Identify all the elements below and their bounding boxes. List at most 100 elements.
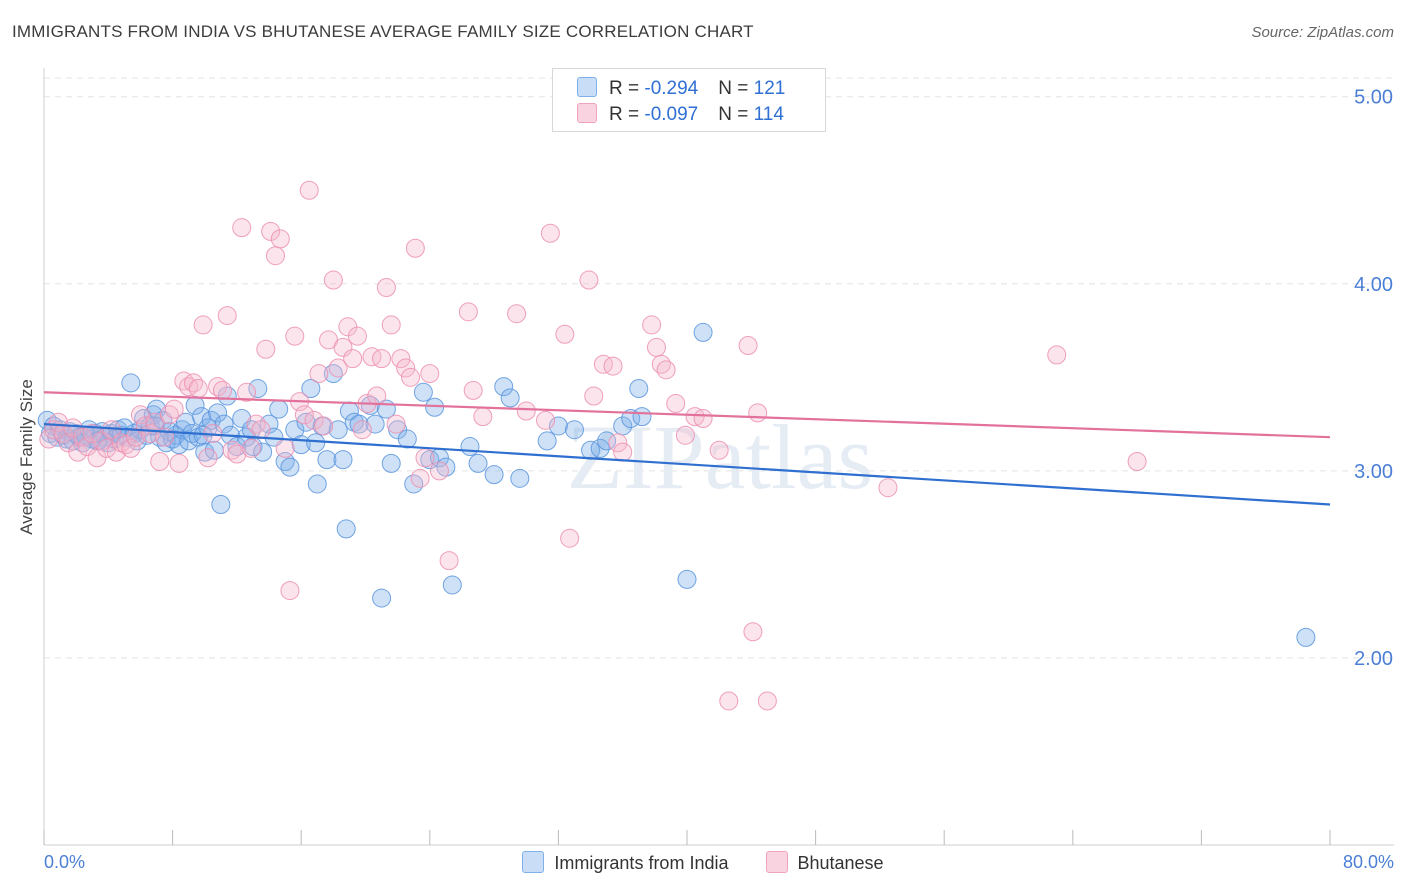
data-point [468,453,488,473]
data-point [362,347,382,367]
watermark: ZIPatlas [567,406,874,508]
data-point [121,373,141,393]
data-point [333,450,353,470]
data-point [307,474,327,494]
data-point [265,246,285,266]
stats-r-value: -0.294 [644,78,699,99]
data-point [227,444,247,464]
data-point [198,448,218,468]
data-point [405,238,425,258]
stats-n-label: N = [718,78,754,99]
data-point [564,420,584,440]
data-point [323,270,343,290]
data-point [251,420,271,440]
data-point [386,414,406,434]
chart-title: IMMIGRANTS FROM INDIA VS BHUTANESE AVERA… [12,22,754,41]
source-note: Source: ZipAtlas.com [1251,24,1394,41]
data-point [169,453,189,473]
data-point [211,495,231,515]
data-point [212,380,232,400]
legend: Immigrants from India Bhutanese [0,851,1406,874]
data-point [500,388,520,408]
data-point [1047,345,1067,365]
y-tick-label: 4.00 [1354,274,1393,296]
legend-item-bhutanese[interactable]: Bhutanese [765,851,884,874]
data-point [372,349,392,369]
data-point [328,420,348,440]
data-point [463,380,483,400]
data-point [560,528,580,548]
data-point [365,414,385,434]
data-point [294,405,314,425]
data-point [677,569,697,589]
data-point [336,519,356,539]
legend-item-india[interactable]: Immigrants from India [522,851,728,874]
data-point [516,401,536,421]
data-point [306,433,326,453]
data-point [642,315,662,335]
data-point [195,442,215,462]
stats-n-value: 114 [753,104,784,125]
data-point [97,438,117,458]
data-point [285,326,305,346]
data-point [397,429,417,449]
stats-box: R = -0.294 N = 121 R = -0.097 N = 114 [552,68,826,132]
data-point [439,551,459,571]
stats-swatch-bhutanese [577,103,597,123]
data-point [473,407,493,427]
data-point [232,408,252,428]
legend-label-bhutanese: Bhutanese [797,853,884,873]
data-point [82,423,102,443]
data-point [675,425,695,445]
data-point [360,395,380,415]
trend-line-bhutanese [43,391,1331,439]
data-point [193,315,213,335]
data-point [192,407,212,427]
data-point [381,453,401,473]
data-point [436,457,456,477]
data-point [140,423,160,443]
data-point [391,349,411,369]
data-point [164,399,184,419]
data-point [757,691,777,711]
data-point [214,414,234,434]
data-point [333,337,353,357]
data-point [590,438,610,458]
stats-r-label: R = [609,104,645,125]
data-point [68,442,88,462]
data-point [646,337,666,357]
data-point [410,468,430,488]
data-point [48,412,68,432]
data-point [347,326,367,346]
data-point [232,218,252,238]
data-point [248,379,268,399]
data-point [555,324,575,344]
data-point [1127,452,1147,471]
data-point [413,382,433,402]
data-point [188,379,208,399]
data-point [719,691,739,711]
data-point [693,408,713,428]
data-point [608,433,628,453]
data-point [442,575,462,595]
data-point [185,395,205,415]
data-point [280,457,300,477]
data-point [241,438,261,458]
y-axis-label: Average Family Size [17,379,36,535]
data-point [381,315,401,335]
x-tick-label-min: 0.0% [44,852,86,872]
data-point [415,448,435,468]
trend-line-india [43,422,1331,506]
data-point [301,379,321,399]
data-point [425,397,445,417]
legend-swatch-bhutanese [765,851,788,873]
data-point [367,386,387,406]
data-point [396,358,416,378]
legend-label-india: Immigrants from India [554,853,729,873]
data-point [460,437,480,457]
stats-row-bhutanese: R = -0.097 N = 114 [577,103,784,129]
legend-swatch-india [522,851,545,873]
data-point [632,407,652,427]
y-tick-label: 3.00 [1354,461,1393,483]
